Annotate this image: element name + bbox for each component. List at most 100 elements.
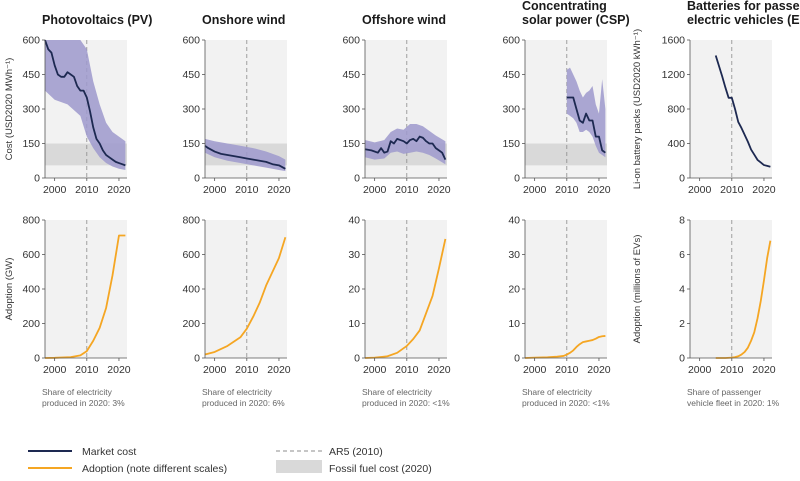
x-tick-label: 2020: [752, 364, 776, 376]
x-tick-label: 2020: [427, 364, 451, 376]
x-tick-label: 2000: [43, 184, 67, 196]
y-tick-label: 0: [194, 353, 200, 365]
y-tick-label: 1200: [662, 69, 686, 81]
x-tick-label: 2020: [752, 184, 776, 196]
x-tick-label: 2010: [720, 184, 744, 196]
market-cost-line: [566, 96, 606, 154]
x-tick-label: 2000: [363, 364, 387, 376]
x-tick-label: 2020: [267, 184, 291, 196]
panel-title: Photovoltaics (PV): [42, 13, 152, 27]
legend-fossil-label: Fossil fuel cost (2020): [329, 463, 432, 475]
y-tick-label: 6: [679, 249, 685, 261]
legend-fossil-swatch: [276, 460, 322, 473]
y-tick-label: 400: [182, 284, 200, 296]
x-tick-label: 2020: [587, 364, 611, 376]
y-tick-label: 600: [182, 35, 200, 47]
x-tick-label: 2020: [427, 184, 451, 196]
y-tick-label: 450: [182, 69, 200, 81]
x-tick-label: 2000: [688, 364, 712, 376]
panel-adoption-1: 0 200 400 600 800 2000 2010 2020: [182, 215, 290, 377]
plot-area: [690, 220, 772, 358]
market-cost-line: [204, 145, 286, 170]
market-cost-line: [44, 39, 126, 167]
fossil-fuel-cost-band: [525, 143, 607, 166]
market-cost-line: [364, 135, 447, 160]
panel-adoption-4: 0 2 4 6 8 2000 2010 2020: [679, 215, 776, 377]
panel-title: solar power (CSP): [522, 13, 630, 27]
y-tick-label: 8: [679, 215, 685, 227]
y-tick-label: 300: [182, 104, 200, 116]
y-tick-label: 450: [342, 69, 360, 81]
legend-market-cost-label: Market cost: [82, 446, 136, 458]
y-tick-label: 600: [22, 249, 40, 261]
y-tick-label: 450: [22, 69, 40, 81]
y-tick-label: 4: [679, 284, 685, 296]
legend-adoption-label: Adoption (note different scales): [82, 463, 227, 475]
share-note: vehicle fleet in 2020: 1%: [687, 398, 780, 408]
x-tick-label: 2000: [523, 184, 547, 196]
y-tick-label: 20: [508, 284, 520, 296]
share-note: Share of electricity: [42, 387, 113, 397]
panel-title: electric vehicles (EVs): [687, 13, 800, 27]
y-tick-label: 800: [667, 104, 685, 116]
panel-title: Batteries for passenger: [687, 0, 800, 13]
x-tick-label: 2010: [720, 364, 744, 376]
y-tick-label: 0: [354, 353, 360, 365]
x-tick-label: 2010: [395, 184, 419, 196]
legend-ar5-label: AR5 (2010): [329, 446, 383, 458]
market-cost-line: [714, 55, 771, 168]
panel-cost-1: 0 150 300 450 600 2000 2010 2020: [182, 35, 290, 197]
x-tick-label: 2000: [523, 364, 547, 376]
panel-title: Concentrating: [522, 0, 607, 13]
y-tick-label: 300: [342, 104, 360, 116]
y-tick-label: 2: [679, 318, 685, 330]
share-note: produced in 2020: <1%: [362, 398, 450, 408]
y-tick-label: 0: [34, 173, 40, 185]
panel-cost-2: 0 150 300 450 600 2000 2010 2020: [342, 35, 450, 197]
plot-area: [45, 220, 127, 358]
y-tick-label: 0: [514, 173, 520, 185]
share-note: produced in 2020: 3%: [42, 398, 125, 408]
y-tick-label: 150: [22, 138, 40, 150]
y-tick-label: 20: [348, 284, 360, 296]
x-tick-label: 2000: [203, 364, 227, 376]
panel-cost-0: 0 150 300 450 600 2000 2010 2020: [22, 35, 130, 197]
x-tick-label: 2010: [395, 364, 419, 376]
y-tick-label: 0: [514, 353, 520, 365]
adoption-line: [715, 240, 772, 359]
x-tick-label: 2010: [555, 184, 579, 196]
x-tick-label: 2010: [555, 364, 579, 376]
adoption-line: [204, 236, 287, 356]
adoption-line: [364, 238, 447, 359]
x-tick-label: 2000: [688, 184, 712, 196]
share-note: Share of passenger: [687, 387, 761, 397]
adoption-line: [524, 335, 606, 359]
x-tick-label: 2000: [43, 364, 67, 376]
cost-range-band: [365, 123, 446, 165]
y-tick-label: 0: [679, 353, 685, 365]
share-note: produced in 2020: 6%: [202, 398, 285, 408]
cost-range-band: [45, 40, 126, 170]
y-tick-label: 40: [508, 215, 520, 227]
cost-y-axis-label: Cost (USD2020 MWh⁻¹): [4, 58, 15, 161]
y-tick-label: 600: [182, 249, 200, 261]
x-tick-label: 2020: [587, 184, 611, 196]
plot-area: [690, 40, 772, 178]
battery-cost-y-axis-label: Li-on battery packs (USD2020 kWh⁻¹): [632, 29, 643, 189]
panel-adoption-0: 0 200 400 600 800 2000 2010 2020: [22, 215, 130, 377]
y-tick-label: 200: [182, 318, 200, 330]
x-tick-label: 2000: [363, 184, 387, 196]
y-tick-label: 0: [679, 173, 685, 185]
panel-cost-4: 0 400 800 1200 1600 2000 2010 2020: [662, 35, 776, 197]
y-tick-label: 600: [22, 35, 40, 47]
y-tick-label: 450: [502, 69, 520, 81]
adoption-ev-y-axis-label: Adoption (millions of EVs): [632, 235, 643, 344]
adoption-line: [44, 234, 126, 359]
y-tick-label: 10: [508, 318, 520, 330]
y-tick-label: 600: [342, 35, 360, 47]
panel-adoption-2: 0 10 20 30 40 2000 2010 2020: [348, 215, 450, 377]
share-note: Share of electricity: [362, 387, 433, 397]
x-tick-label: 2000: [203, 184, 227, 196]
x-tick-label: 2010: [235, 184, 259, 196]
